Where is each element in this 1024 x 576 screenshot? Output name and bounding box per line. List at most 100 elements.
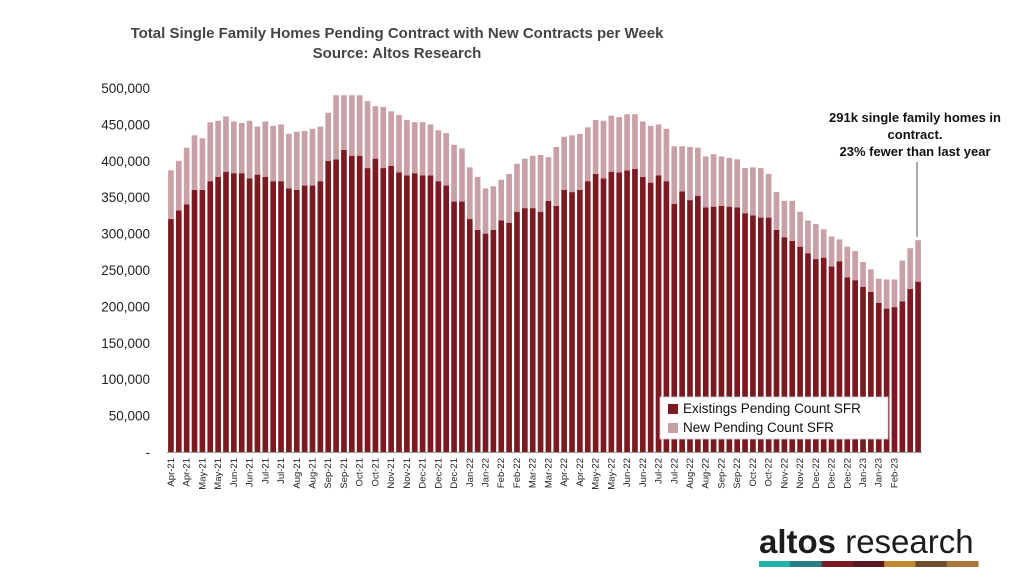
bar-new bbox=[679, 146, 685, 192]
bars bbox=[168, 95, 921, 453]
logo-stripe bbox=[915, 561, 948, 567]
bar-existing bbox=[199, 189, 206, 453]
bar-new bbox=[238, 122, 245, 174]
legend-swatch-existing bbox=[668, 404, 678, 414]
bar-new bbox=[168, 170, 174, 220]
bar-new bbox=[388, 111, 394, 166]
bar-existing bbox=[474, 229, 481, 452]
bar-existing bbox=[702, 207, 709, 452]
bar-existing bbox=[726, 206, 733, 452]
logo-stripe bbox=[759, 561, 791, 567]
chart-title: Total Single Family Homes Pending Contra… bbox=[131, 25, 665, 42]
bar-existing bbox=[734, 207, 741, 452]
bar-new bbox=[435, 130, 442, 182]
bar-existing bbox=[175, 210, 182, 452]
bar-existing bbox=[293, 189, 300, 453]
bar-new bbox=[781, 200, 788, 238]
x-tick-label: Apr-21 bbox=[182, 458, 193, 487]
bar-new bbox=[223, 116, 229, 172]
x-tick-label: Mar-22 bbox=[528, 458, 539, 488]
bar-existing bbox=[317, 181, 324, 452]
bar-new bbox=[175, 160, 182, 211]
bar-existing bbox=[616, 172, 623, 452]
bar-existing bbox=[207, 181, 214, 452]
bar-new bbox=[828, 236, 835, 267]
y-tick-label: 350,000 bbox=[101, 190, 150, 205]
bar-existing bbox=[907, 288, 914, 452]
bar-new bbox=[411, 122, 418, 174]
altos-logo: altos research bbox=[759, 523, 979, 567]
bar-new bbox=[537, 154, 544, 212]
y-tick-label: 400,000 bbox=[101, 154, 150, 169]
bar-existing bbox=[278, 181, 284, 452]
bar-existing bbox=[805, 253, 811, 452]
bar-new bbox=[215, 120, 221, 177]
x-tick-label: May-22 bbox=[591, 458, 602, 490]
bar-existing bbox=[852, 280, 858, 452]
bar-new bbox=[514, 163, 520, 212]
x-tick-label: Sep-22 bbox=[732, 458, 743, 489]
x-tick-label: Feb-22 bbox=[512, 458, 523, 488]
bar-new bbox=[427, 124, 434, 176]
bar-existing bbox=[647, 182, 654, 452]
bar-existing bbox=[270, 181, 277, 452]
bar-existing bbox=[891, 307, 898, 452]
bar-new bbox=[608, 115, 615, 172]
bar-new bbox=[836, 239, 843, 262]
x-tick-label: Jul-22 bbox=[654, 458, 665, 484]
bar-new bbox=[341, 95, 347, 150]
y-tick-label: 450,000 bbox=[101, 117, 150, 132]
bar-new bbox=[844, 246, 851, 278]
bar-existing bbox=[569, 192, 575, 452]
bar-existing bbox=[333, 159, 339, 452]
bar-new bbox=[443, 133, 450, 186]
bar-existing bbox=[341, 149, 347, 452]
bar-existing bbox=[545, 200, 552, 452]
bar-new bbox=[820, 229, 827, 258]
bar-new bbox=[773, 192, 780, 230]
bar-new bbox=[765, 173, 772, 218]
y-tick-label: - bbox=[146, 445, 151, 460]
bar-existing bbox=[655, 175, 662, 453]
bar-new bbox=[364, 101, 371, 169]
x-tick-label: Dec-21 bbox=[418, 458, 429, 489]
bar-new bbox=[789, 200, 796, 241]
bar-new bbox=[632, 114, 638, 169]
bar-new bbox=[490, 186, 497, 230]
bar-existing bbox=[608, 171, 615, 452]
bar-existing bbox=[529, 208, 536, 452]
bar-new bbox=[915, 240, 921, 282]
annotation-line-1: 291k single family homes in bbox=[829, 110, 1001, 125]
bar-new bbox=[262, 121, 269, 177]
bar-existing bbox=[356, 155, 363, 453]
bar-new bbox=[451, 144, 457, 202]
bar-new bbox=[246, 120, 253, 179]
bar-new bbox=[396, 114, 402, 173]
x-tick-label: Jun-21 bbox=[245, 458, 256, 487]
bar-new bbox=[466, 167, 473, 220]
bar-existing bbox=[577, 189, 583, 453]
annotation-line-3: 23% fewer than last year bbox=[839, 144, 990, 159]
x-tick-label: Aug-21 bbox=[307, 458, 318, 489]
x-tick-label: Nov-21 bbox=[402, 458, 413, 489]
legend-box bbox=[659, 396, 889, 440]
bar-new bbox=[325, 112, 332, 161]
bar-new bbox=[356, 95, 363, 156]
chart-subtitle: Source: Altos Research bbox=[313, 45, 482, 62]
bar-new bbox=[600, 120, 607, 179]
bar-new bbox=[482, 188, 489, 234]
bar-existing bbox=[215, 176, 221, 453]
bar-existing bbox=[757, 217, 764, 452]
bar-existing bbox=[899, 301, 906, 452]
x-tick-label: Jan-22 bbox=[481, 458, 492, 487]
bar-new bbox=[270, 125, 277, 182]
x-tick-label: Oct-22 bbox=[764, 458, 775, 487]
bar-new bbox=[852, 251, 858, 281]
bar-existing bbox=[561, 189, 567, 453]
bar-new bbox=[734, 159, 741, 208]
bar-new bbox=[624, 114, 630, 171]
logo-stripe bbox=[884, 561, 916, 567]
x-tick-label: Dec-21 bbox=[433, 458, 444, 489]
bar-existing bbox=[435, 181, 442, 452]
bar-existing bbox=[537, 211, 544, 452]
